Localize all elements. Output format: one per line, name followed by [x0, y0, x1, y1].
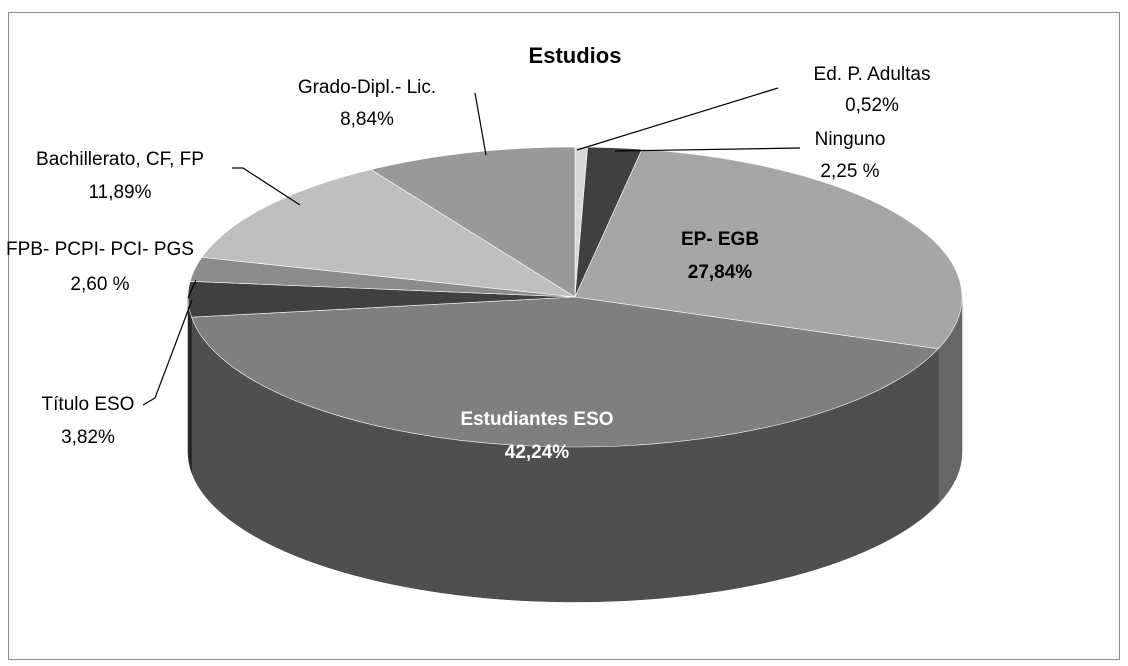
- value-label: 8,84%: [340, 109, 394, 130]
- category-label: Estudiantes ESO: [460, 409, 613, 430]
- category-label: Bachillerato, CF, FP: [36, 149, 204, 170]
- pie-slice: [574, 148, 963, 350]
- leader-line: [142, 299, 193, 406]
- category-label: FPB- PCPI- PCI- PGS: [6, 239, 194, 260]
- category-label: EP- EGB: [681, 229, 759, 250]
- value-label: 3,82%: [61, 427, 115, 448]
- value-label: 0,52%: [845, 95, 899, 116]
- category-label: Ninguno: [815, 129, 886, 150]
- value-label: 2,25 %: [820, 161, 879, 182]
- category-label: Ed. P. Adultas: [814, 64, 931, 85]
- leader-line: [187, 279, 197, 299]
- pie-slice-side: [187, 296, 192, 473]
- pie-slice: [191, 296, 939, 448]
- chart-title: Estudios: [529, 43, 622, 68]
- leader-line: [576, 87, 779, 151]
- value-label: 11,89%: [88, 182, 151, 203]
- pie-slice: [370, 146, 576, 298]
- category-label: Grado-Dipl.- Lic.: [298, 77, 436, 98]
- value-label: 2,60 %: [70, 274, 129, 295]
- leader-line: [232, 167, 301, 206]
- value-label: 27,84%: [688, 262, 753, 283]
- value-label: 42,24%: [505, 442, 570, 463]
- leader-line: [474, 92, 487, 156]
- leader-line: [614, 147, 801, 152]
- category-label: Título ESO: [42, 394, 135, 415]
